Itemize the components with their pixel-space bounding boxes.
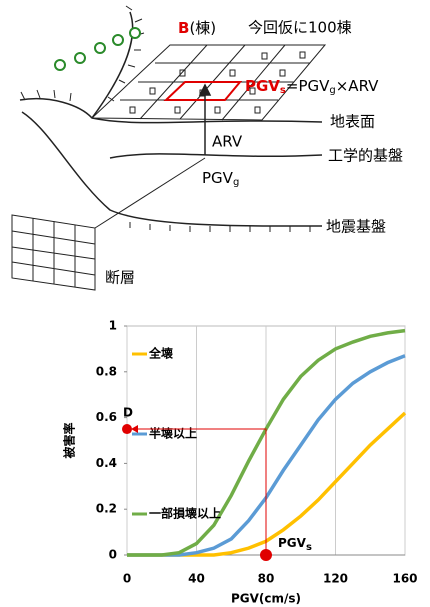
point-marker — [122, 424, 132, 434]
page: B(棟) 今回仮に100棟 PGVs=PGVg×ARV 地表面 ARV 工学的基… — [0, 0, 430, 607]
y-tick-label: 0.6 — [96, 410, 117, 424]
y-tick-label: 0 — [109, 548, 117, 562]
diagram — [12, 6, 325, 290]
hatch — [130, 222, 310, 232]
figure: B(棟) 今回仮に100棟 PGVs=PGVg×ARV 地表面 ARV 工学的基… — [0, 0, 430, 607]
x-axis-label: PGV(cm/s) — [231, 592, 301, 606]
trees — [55, 28, 140, 70]
legend-label: 一部損壊以上 — [149, 506, 221, 521]
formula-lhs: PGV — [245, 77, 280, 95]
y-axis-label: 被害率 — [62, 422, 77, 458]
y-tick-label: 0.4 — [96, 456, 117, 470]
legend-label: 半壊以上 — [149, 426, 197, 441]
chart: 0 40 80 120 160 0 0.2 0.4 0.6 0.8 1 PGV(cm/s) 被害率 全壊半… — [62, 319, 418, 606]
x-annotation: PGVs — [278, 536, 312, 554]
diagram-labels: B(棟) 今回仮に100棟 PGVs=PGVg×ARV 地表面 ARV 工学的基… — [105, 19, 403, 287]
legend-label: 全壊 — [148, 346, 174, 361]
sub: g — [233, 177, 239, 188]
engineering-base-line — [110, 154, 322, 158]
unit: (棟) — [189, 19, 216, 37]
y-tick-label: 0.2 — [96, 502, 117, 516]
y-tick-label: 1 — [109, 319, 117, 333]
hill — [20, 99, 92, 118]
slope — [92, 12, 133, 118]
point-label: D — [123, 406, 133, 420]
x-tick-label: 40 — [188, 572, 205, 586]
formula-rhs: =PGV — [286, 77, 330, 95]
y-tick-label: 0.8 — [96, 364, 117, 378]
ray — [95, 158, 205, 228]
x-tick-label: 0 — [123, 572, 131, 586]
point-marker — [260, 549, 272, 561]
valley — [22, 112, 322, 226]
surface-label: 地表面 — [330, 113, 375, 131]
formula: PGVs=PGVg×ARV — [245, 77, 379, 97]
guide-line — [133, 429, 266, 555]
sub: s — [306, 542, 312, 553]
seismic-base-label: 地震基盤 — [326, 218, 386, 236]
x-tick-label: 80 — [258, 572, 275, 586]
pgvg-label: PGVg — [202, 169, 239, 189]
fault-grid — [12, 215, 95, 290]
x-tick-label: 120 — [323, 572, 348, 586]
building-label: B(棟) — [178, 19, 216, 37]
main: PGV — [278, 536, 307, 550]
fault-label: 断層 — [105, 269, 135, 287]
main: PGV — [202, 169, 234, 187]
arv-label: ARV — [212, 133, 243, 151]
formula-rhs: ×ARV — [336, 77, 379, 95]
guide-arrowhead — [131, 425, 138, 433]
x-tick-label: 160 — [392, 572, 417, 586]
building-note: 今回仮に100棟 — [248, 19, 352, 37]
engineering-base-label: 工学的基盤 — [328, 147, 403, 165]
symbol: B — [178, 19, 189, 37]
